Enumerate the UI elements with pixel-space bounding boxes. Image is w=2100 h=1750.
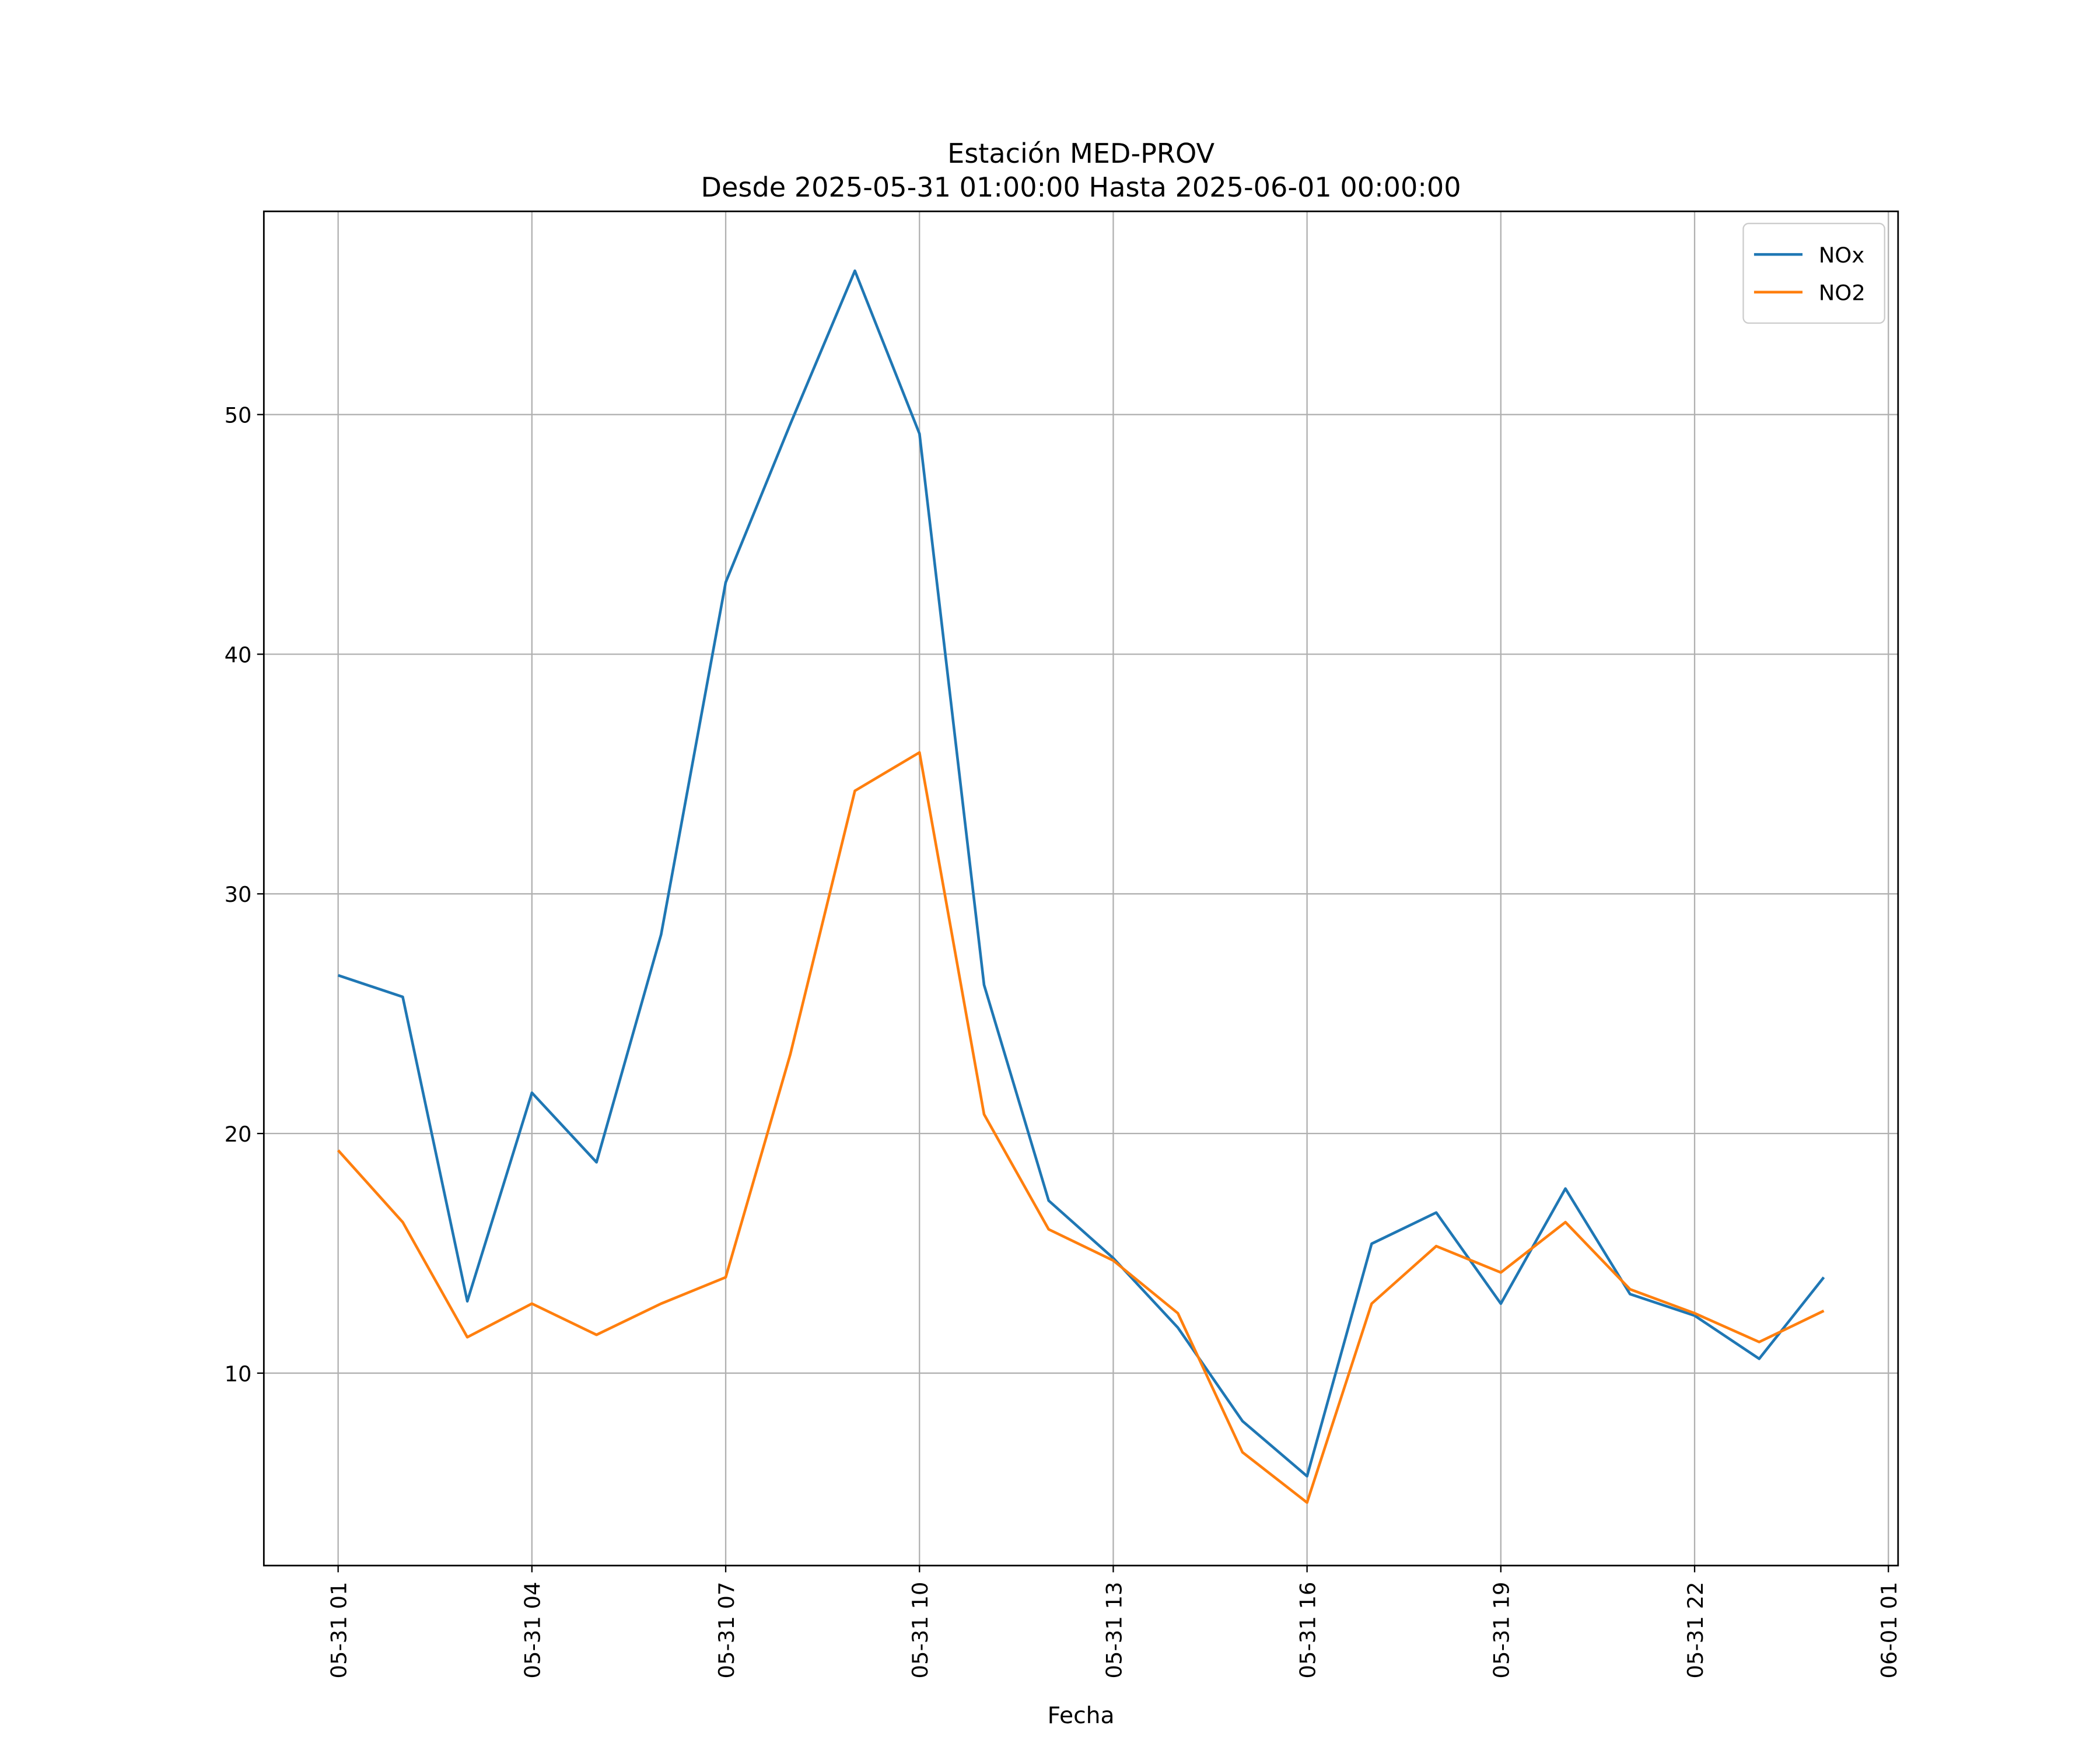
y-tick-label: 10 — [225, 1362, 252, 1387]
x-tick-label: 05-31 16 — [1295, 1582, 1320, 1679]
y-tick-label: 50 — [225, 403, 252, 428]
x-tick-label: 05-31 10 — [908, 1582, 933, 1679]
x-axis-label: Fecha — [1048, 1703, 1115, 1729]
x-tick-label: 05-31 04 — [520, 1582, 545, 1679]
x-tick-label: 05-31 13 — [1101, 1582, 1126, 1679]
axes-frame — [262, 210, 1899, 1567]
legend-label: NOx — [1819, 243, 1865, 268]
chart-title: Estación MED-PROV — [947, 138, 1214, 169]
x-tick-label: 05-31 19 — [1489, 1582, 1514, 1679]
data-line — [337, 269, 1825, 1478]
x-tick-label: 05-31 22 — [1683, 1582, 1708, 1679]
legend-box — [1742, 222, 1885, 324]
x-tick-label: 05-31 07 — [714, 1582, 739, 1679]
y-tick-label: 20 — [225, 1122, 252, 1147]
data-line — [337, 751, 1825, 1504]
y-tick-label: 30 — [225, 882, 252, 907]
x-tick-label: 06-01 01 — [1877, 1582, 1902, 1679]
legend-label: NO2 — [1819, 281, 1866, 306]
chart-subtitle: Desde 2025-05-31 01:00:00 Hasta 2025-06-… — [701, 172, 1461, 203]
x-tick-label: 05-31 01 — [326, 1582, 351, 1679]
y-tick-label: 40 — [225, 642, 252, 667]
